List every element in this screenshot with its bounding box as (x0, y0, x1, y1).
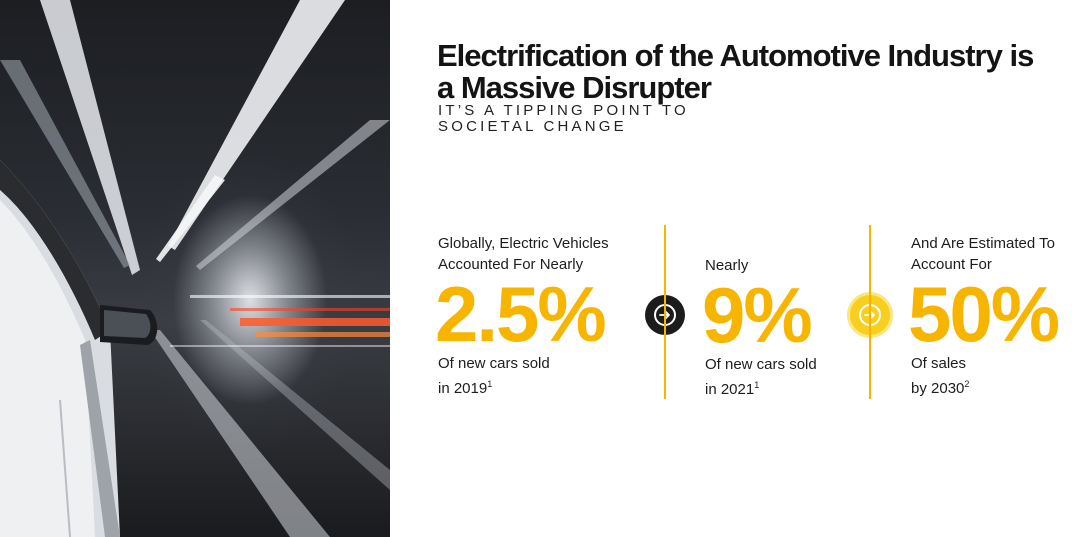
stat-2021: Nearly 9% Of new cars sold in 20211 (702, 255, 855, 400)
stat-intro: And Are Estimated To Account For (911, 235, 1055, 273)
stat-note: Of new cars sold in 20211 (705, 354, 855, 400)
footnote-marker: 1 (487, 379, 493, 389)
stat-note-line2: in 2019 (438, 380, 488, 397)
stat-note-line1: Of new cars sold (705, 356, 817, 373)
stat-note-line2: in 2021 (705, 381, 755, 398)
stat-note-line2: by 2030 (911, 380, 965, 397)
tunnel-car-illustration (0, 0, 390, 537)
stat-intro: Globally, Electric Vehicles Accounted Fo… (438, 235, 609, 273)
divider-line (869, 225, 871, 399)
stat-value: 9% (702, 271, 813, 359)
page-title: Electrification of the Automotive Indust… (437, 38, 1034, 105)
stat-value: 50% (908, 270, 1060, 358)
stat-2019: Globally, Electric Vehicles Accounted Fo… (435, 233, 638, 399)
stat-note-line1: Of sales (911, 355, 967, 372)
stat-2030: And Are Estimated To Account For 50% Of … (908, 233, 1071, 399)
page-subtitle: IT’S A TIPPING POINT TO SOCIETAL CHANGE (438, 102, 689, 135)
tunnel-car-photo (0, 0, 390, 537)
footnote-marker: 2 (964, 379, 970, 389)
divider-line (664, 225, 666, 399)
stat-intro: Nearly (705, 257, 749, 274)
stat-value: 2.5% (435, 270, 607, 358)
stat-note-line1: Of new cars sold (438, 355, 550, 372)
stat-note: Of new cars sold in 20191 (438, 353, 638, 399)
stat-note: Of sales by 20302 (911, 353, 1071, 399)
footnote-marker: 1 (754, 380, 760, 390)
